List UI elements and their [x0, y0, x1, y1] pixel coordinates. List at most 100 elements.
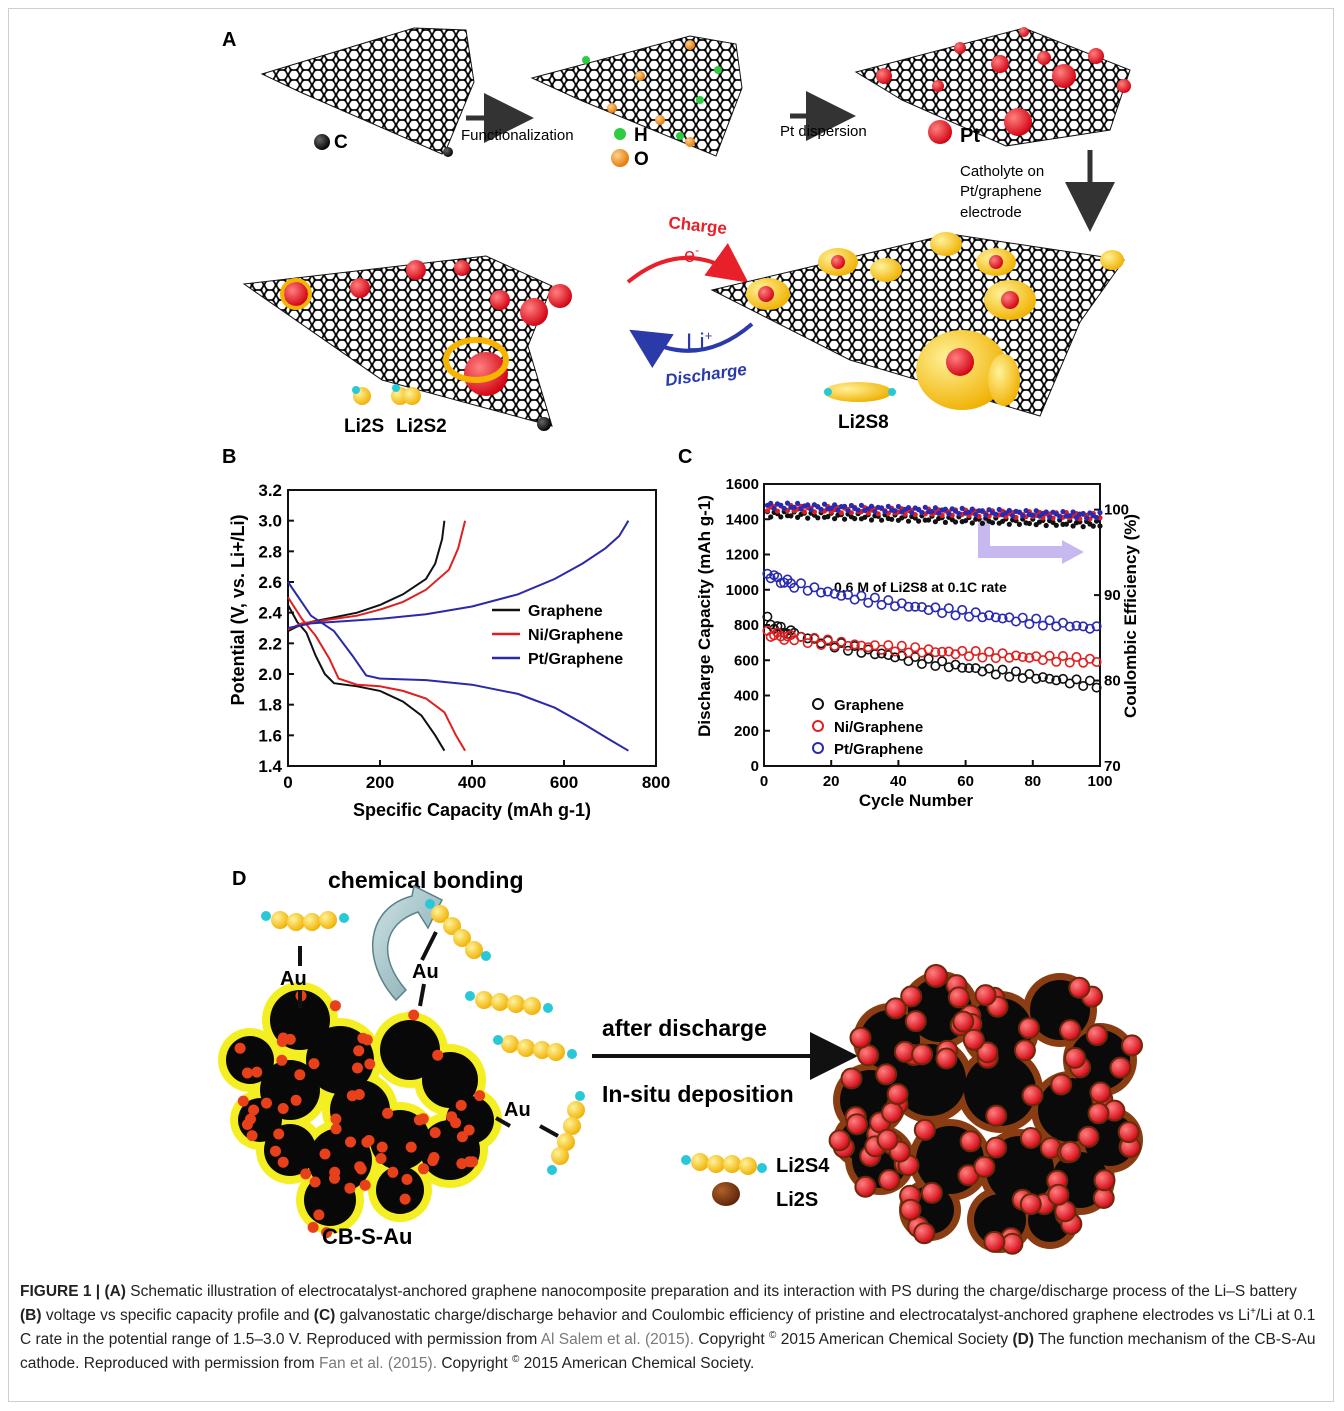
chart-c-arrow-to-axis	[978, 518, 1062, 558]
chart-c-efficiency-point	[845, 508, 851, 514]
li2s-particle	[881, 1101, 904, 1124]
gold-nanoparticle	[277, 1103, 289, 1114]
li2s-particle	[899, 1198, 922, 1221]
chart-c-efficiency-point	[952, 519, 959, 525]
chart-c-efficiency-point	[872, 509, 878, 515]
legend-carbon: C	[334, 132, 348, 153]
chart-c-capacity-point	[1010, 666, 1021, 677]
chart-c-capacity-point	[1004, 671, 1015, 682]
li2s-particle	[973, 1155, 996, 1178]
chart-c-capacity-point	[856, 590, 867, 601]
li2s-particle	[985, 1136, 1008, 1159]
hydrogen-legend-icon	[614, 128, 626, 140]
chart-c-efficiency-point	[764, 508, 771, 514]
chart-c-efficiency-point	[828, 505, 834, 511]
chart-b-ytick-label: 2.6	[258, 573, 282, 592]
lithium-atom	[493, 1035, 503, 1045]
gold-nanoparticle	[455, 1099, 467, 1111]
chart-c-efficiency-point	[771, 505, 777, 512]
gold-nanoparticle	[277, 1156, 289, 1168]
lithium-atom	[339, 913, 349, 923]
chart-c-efficiency-point	[969, 520, 975, 526]
figure-frame	[8, 8, 1334, 1402]
chart-c-legend-marker	[812, 720, 824, 732]
sulfur-atom	[507, 995, 525, 1013]
li2s-particle	[935, 1047, 958, 1070]
li2s-particle	[840, 1067, 863, 1090]
gold-nanoparticle	[359, 1179, 371, 1191]
chart-c-y2tick-label: 70	[1104, 758, 1121, 775]
sulfur-atom	[501, 1035, 519, 1053]
gold-nanoparticle	[277, 1032, 289, 1044]
step-catholyte: Catholyte on Pt/graphene electrode	[960, 163, 1048, 221]
label-li-ion: Li+	[686, 328, 712, 356]
chart-c-efficiency-point	[1043, 522, 1049, 529]
chart-c-capacity-point	[883, 595, 894, 606]
chart-b-legend-label: Ni/Graphene	[528, 627, 623, 644]
chart-c-capacity-point	[842, 645, 853, 656]
caption-copyright-1-post: 2015 American Chemical Society	[780, 1331, 1009, 1348]
panel-label-c: C	[678, 446, 692, 468]
chart-b-ytick-label: 1.8	[258, 696, 282, 715]
chart-c-ylabel: Discharge Capacity (mAh g-1)	[695, 495, 714, 737]
chart-c-efficiency-point	[868, 503, 875, 509]
chart-c-capacity-point	[869, 592, 880, 603]
chart-c-efficiency-point	[1016, 509, 1023, 515]
gold-nanoparticle	[251, 1066, 263, 1078]
chart-c-efficiency-point	[1047, 514, 1053, 520]
chart-c-capacity-point	[842, 640, 853, 651]
caption-ref-al-salem[interactable]: Al Salem et al. (2015).	[540, 1331, 695, 1348]
caption-a-text: Schematic illustration of electrocatalys…	[130, 1283, 1297, 1300]
chart-c-capacity-point	[1004, 652, 1015, 663]
gold-nanoparticle	[474, 1090, 486, 1102]
gold-nanoparticle	[308, 1058, 320, 1070]
chart-c-capacity-point	[856, 640, 867, 651]
chart-c-efficiency-point	[969, 506, 975, 512]
chart-c-efficiency-point	[805, 515, 811, 521]
chart-c-efficiency-point	[842, 516, 848, 522]
sulfur-atom	[303, 913, 321, 931]
chart-c-capacity-point	[779, 577, 790, 588]
panel-label-b: B	[222, 446, 236, 468]
li2s-particle	[854, 1175, 877, 1198]
li2s-particle	[876, 1128, 899, 1151]
chart-c-efficiency-point	[795, 500, 801, 506]
chart-c-capacity-point	[876, 648, 887, 659]
chart-c-efficiency-point	[778, 502, 784, 508]
chart-c-efficiency-point	[815, 515, 821, 521]
chart-c-capacity-point	[1044, 615, 1055, 626]
chart-c-efficiency-point	[1073, 515, 1080, 521]
caption-ref-fan[interactable]: Fan et al. (2015).	[318, 1355, 438, 1372]
chart-c-efficiency-point	[885, 503, 891, 509]
chart-c-efficiency-point	[1084, 515, 1090, 521]
chart-c-xtick-label: 60	[957, 773, 974, 790]
chart-c-capacity-point	[876, 599, 887, 610]
chart-c-capacity-point	[990, 669, 1001, 680]
chart-c-efficiency-point	[916, 518, 922, 524]
caption-b-text: voltage vs specific capacity profile and	[45, 1307, 310, 1324]
chart-c-efficiency-point	[882, 509, 888, 515]
label-chemical-bonding: chemical bonding	[328, 867, 524, 893]
li2s4-chains	[261, 899, 585, 1175]
discharged-cluster	[828, 964, 1143, 1255]
gold-nanoparticle	[290, 1094, 302, 1106]
sulfur-atom	[271, 911, 289, 929]
li2s-particle	[1017, 1017, 1040, 1040]
chart-c-capacity-point	[1044, 673, 1055, 684]
chart-b-line-ni-graphene-discharge	[287, 596, 466, 752]
chart-c-efficiency-point	[791, 504, 797, 510]
sulfur-atom	[287, 913, 305, 931]
chart-c-capacity-point	[963, 651, 974, 662]
li2s-particle	[1064, 1046, 1086, 1069]
chart-c-efficiency-point	[932, 505, 939, 511]
label-cb-s-au: CB-S-Au	[322, 1224, 412, 1249]
li2s-particle	[1087, 1102, 1110, 1125]
chart-c-efficiency-point	[768, 514, 774, 520]
gold-nanoparticle	[246, 1130, 258, 1142]
chart-c-capacity-point	[816, 639, 827, 650]
chart-c-annotation: 0.6 M of Li2S8 at 0.1C rate	[834, 579, 1007, 595]
gold-nanoparticle	[245, 1113, 256, 1125]
chart-c-capacity-point	[930, 660, 941, 671]
chart-c-capacity-point	[822, 634, 833, 645]
li2s4-chain	[261, 911, 349, 931]
